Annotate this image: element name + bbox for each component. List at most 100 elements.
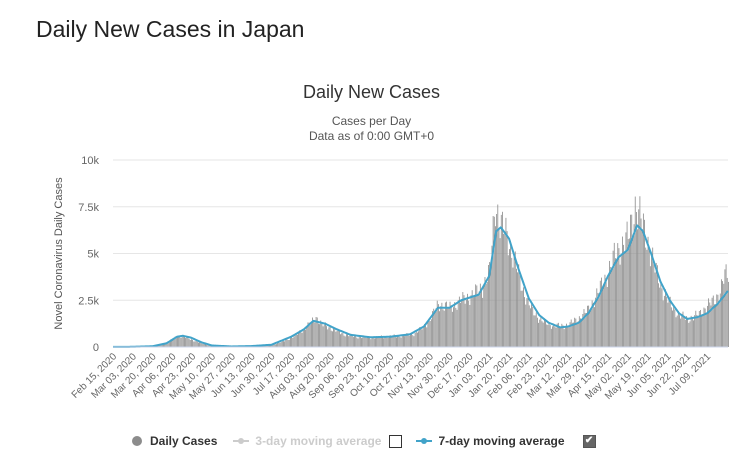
daily-cases-bar (170, 339, 171, 347)
daily-cases-bar (485, 283, 487, 347)
daily-cases-bar (164, 343, 166, 347)
checkbox-3-day-average[interactable] (389, 434, 403, 448)
daily-cases-bar (591, 300, 593, 347)
daily-cases-bar (181, 336, 183, 347)
daily-cases-bar (343, 335, 345, 347)
daily-cases-bar (449, 301, 451, 347)
daily-cases-bar (451, 311, 453, 347)
daily-cases-bar (373, 338, 375, 347)
daily-cases-bar (701, 316, 703, 347)
daily-cases-bar (568, 327, 570, 347)
daily-cases-bar (342, 332, 344, 347)
daily-cases-bar (414, 333, 416, 347)
daily-cases-bar (482, 297, 484, 347)
daily-cases-bar (655, 262, 657, 347)
daily-cases-bar (420, 326, 422, 347)
daily-cases-bar (605, 278, 607, 347)
daily-cases-bar (628, 238, 630, 347)
grid-lines (113, 159, 728, 348)
daily-cases-bar (511, 257, 513, 347)
daily-cases-bar (386, 337, 388, 347)
daily-cases-bar (673, 305, 675, 347)
bars (113, 196, 729, 347)
daily-cases-bar (375, 338, 376, 347)
daily-cases-bar (569, 322, 571, 347)
daily-cases-bar (564, 327, 566, 347)
daily-cases-bar (304, 327, 305, 347)
daily-cases-bar (294, 333, 296, 347)
legend-item-daily-cases[interactable]: Daily Cases (132, 434, 217, 448)
daily-cases-bar (620, 254, 622, 347)
daily-cases-bar (538, 322, 539, 347)
legend-label-7-day-average: 7-day moving average (438, 434, 565, 448)
daily-cases-bar (316, 317, 318, 347)
daily-cases-bar (382, 336, 383, 347)
daily-cases-bar (695, 310, 697, 347)
daily-cases-bar (611, 269, 613, 347)
daily-cases-bar (517, 272, 518, 347)
daily-cases-bar (557, 322, 559, 347)
legend-item-3-day-average[interactable]: 3-day moving average (233, 434, 381, 448)
daily-cases-bar (663, 295, 665, 347)
daily-cases-bar (635, 212, 637, 347)
daily-cases-bar (359, 336, 361, 347)
daily-cases-bar (542, 322, 544, 347)
daily-cases-bar (718, 301, 720, 347)
daily-cases-bar (490, 262, 492, 347)
legend-item-7-day-average[interactable]: 7-day moving average (416, 434, 565, 448)
daily-cases-bar (287, 340, 289, 347)
daily-cases-bar (338, 331, 340, 347)
daily-cases-bar (523, 287, 524, 347)
daily-cases-bar (340, 334, 341, 347)
daily-cases-bar (665, 289, 666, 347)
daily-cases-bar (592, 302, 594, 347)
daily-cases-bar (188, 339, 190, 347)
daily-cases-bar (345, 334, 347, 347)
daily-cases-bar (393, 334, 395, 347)
daily-cases-bar (439, 311, 440, 347)
daily-cases-bar (596, 288, 598, 347)
daily-cases-bar (533, 315, 535, 347)
daily-cases-bar (726, 277, 728, 347)
daily-cases-bar (406, 333, 408, 347)
daily-cases-bar (632, 235, 634, 347)
daily-cases-bar (610, 266, 612, 347)
daily-cases-bar (669, 296, 671, 347)
daily-cases-bar (405, 335, 407, 347)
daily-cases-bar (173, 337, 175, 347)
daily-cases-bar (361, 338, 362, 347)
chart-subtitle: Cases per Day Data as of 0:00 GMT+0 (0, 114, 743, 144)
daily-cases-bar (171, 339, 173, 347)
daily-cases-bar (208, 344, 210, 347)
daily-cases-bar (202, 344, 204, 347)
daily-cases-bar (573, 322, 574, 347)
daily-cases-bar (199, 342, 201, 347)
daily-cases-bar (712, 295, 714, 347)
daily-cases-bar (507, 255, 509, 347)
daily-cases-bar (396, 337, 397, 347)
daily-cases-bar (175, 337, 177, 347)
daily-cases-bar (608, 275, 609, 347)
daily-cases-bar (163, 344, 164, 347)
daily-cases-bar (697, 317, 699, 347)
daily-cases-bar (161, 343, 163, 347)
daily-cases-bar (468, 300, 470, 347)
daily-cases-bar (266, 345, 268, 347)
daily-cases-bar (654, 272, 656, 347)
daily-cases-bar (297, 334, 298, 347)
daily-cases-bar (185, 338, 187, 347)
daily-cases-bar (292, 337, 294, 347)
daily-cases-bar (337, 328, 339, 347)
daily-cases-bar (394, 335, 396, 347)
daily-cases-bar (401, 335, 403, 347)
legend-label-daily-cases: Daily Cases (150, 434, 218, 448)
checkbox-7-day-average[interactable]: ✔ (582, 434, 596, 448)
daily-cases-bar (499, 238, 501, 347)
daily-cases-bar (195, 340, 197, 347)
daily-cases-bar (648, 249, 650, 347)
daily-cases-bar (408, 335, 410, 347)
daily-cases-bar (583, 309, 585, 347)
daily-cases-bar (553, 323, 555, 347)
daily-cases-bar (474, 295, 475, 347)
daily-cases-bar (662, 300, 664, 347)
